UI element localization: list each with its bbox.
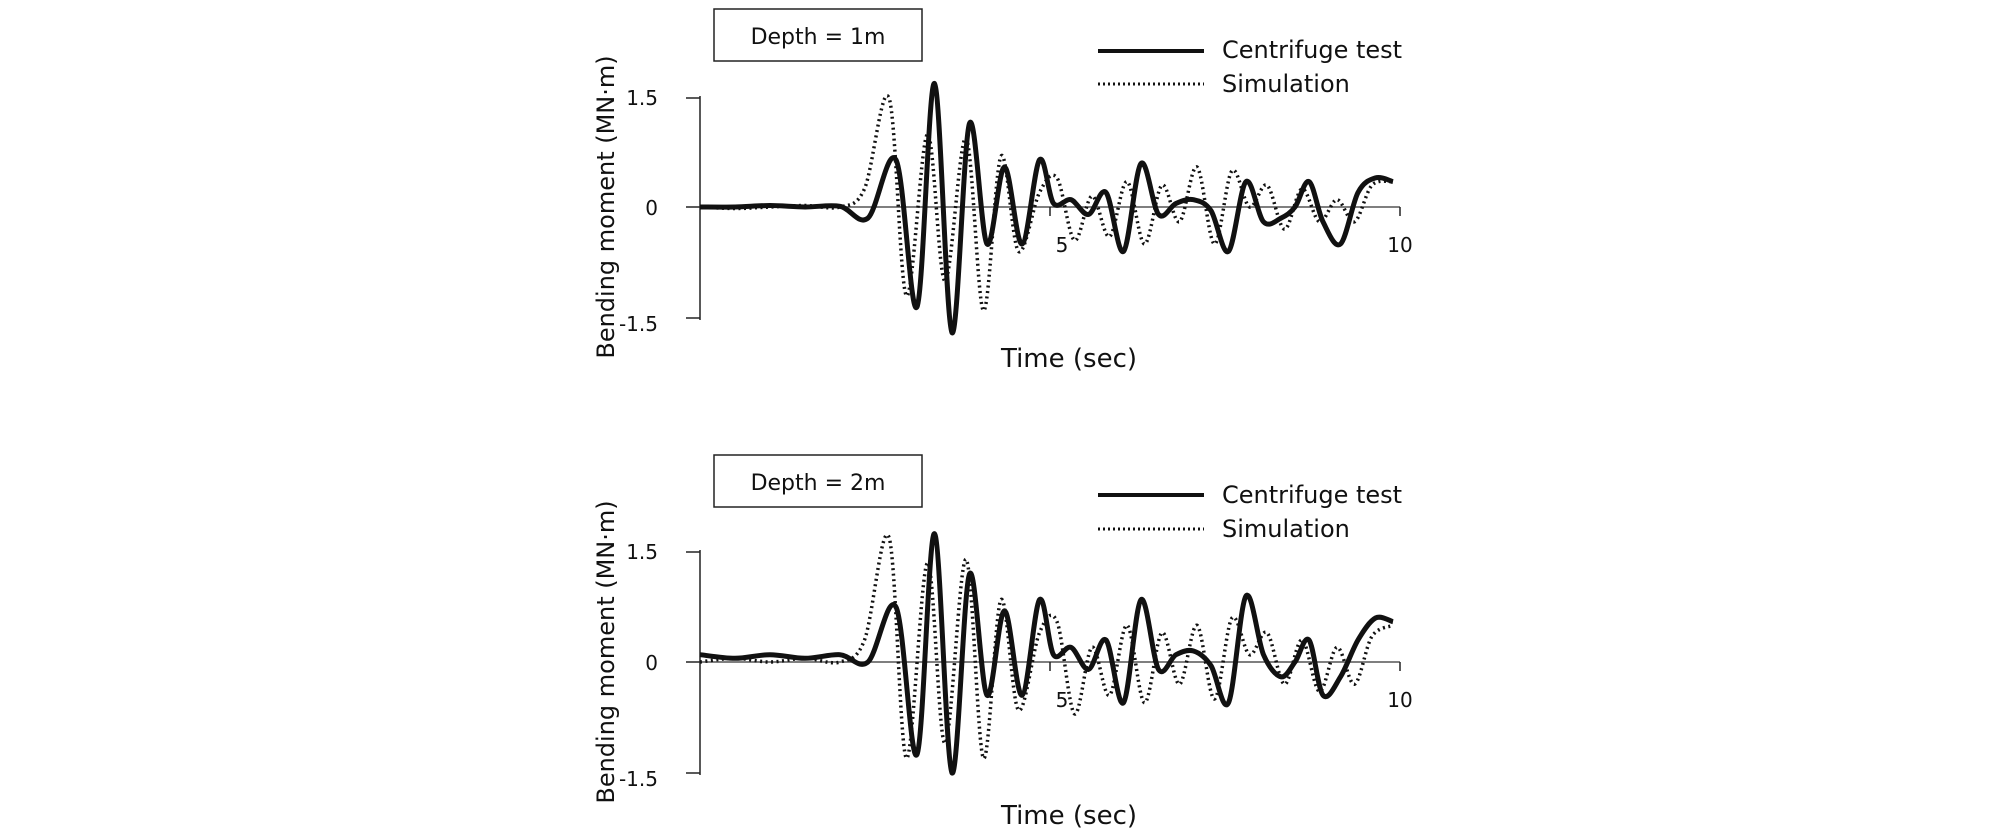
series-line-simulation [699,533,1394,760]
legend: Centrifuge test Simulation [1098,481,1402,543]
legend-label-centrifuge-test: Centrifuge test [1222,481,1402,509]
chart-panel-depth-1m: Depth = 1m Bending moment (MN·m) Time (s… [592,8,1413,374]
x-tick-label: 5 [1056,688,1069,712]
legend-label-simulation: Simulation [1222,515,1350,543]
depth-label-box [713,8,923,62]
depth-label: Depth = 2m [751,471,886,496]
y-tick-label: -1.5 [619,312,658,336]
y-axis-label: Bending moment (MN·m) [592,500,620,803]
x-tick-label: 5 [1056,233,1069,257]
depth-label: Depth = 1m [751,25,886,50]
y-axis-label: Bending moment (MN·m) [592,55,620,358]
depth-label-box [713,454,923,508]
y-tick-label: 0 [645,651,658,675]
x-axis-label: Time (sec) [1000,344,1137,374]
plot-area [686,80,1401,336]
x-axis-label: Time (sec) [1000,801,1137,831]
y-tick-label: 1.5 [626,86,658,110]
legend: Centrifuge test Simulation [1098,36,1402,98]
x-tick-label: 10 [1387,688,1412,712]
x-tick-label: 10 [1387,233,1412,257]
legend-label-simulation: Simulation [1222,70,1350,98]
series-line-centrifuge-test [699,80,1394,336]
y-tick-label: 0 [645,196,658,220]
legend-label-centrifuge-test: Centrifuge test [1222,36,1402,64]
y-tick-label: -1.5 [619,767,658,791]
series-line-simulation [699,93,1394,313]
y-tick-label: 1.5 [626,540,658,564]
chart-panel-depth-2m: Depth = 2m Bending moment (MN·m) Time (s… [592,454,1413,831]
plot-area [686,531,1401,776]
series-line-centrifuge-test [699,531,1394,776]
